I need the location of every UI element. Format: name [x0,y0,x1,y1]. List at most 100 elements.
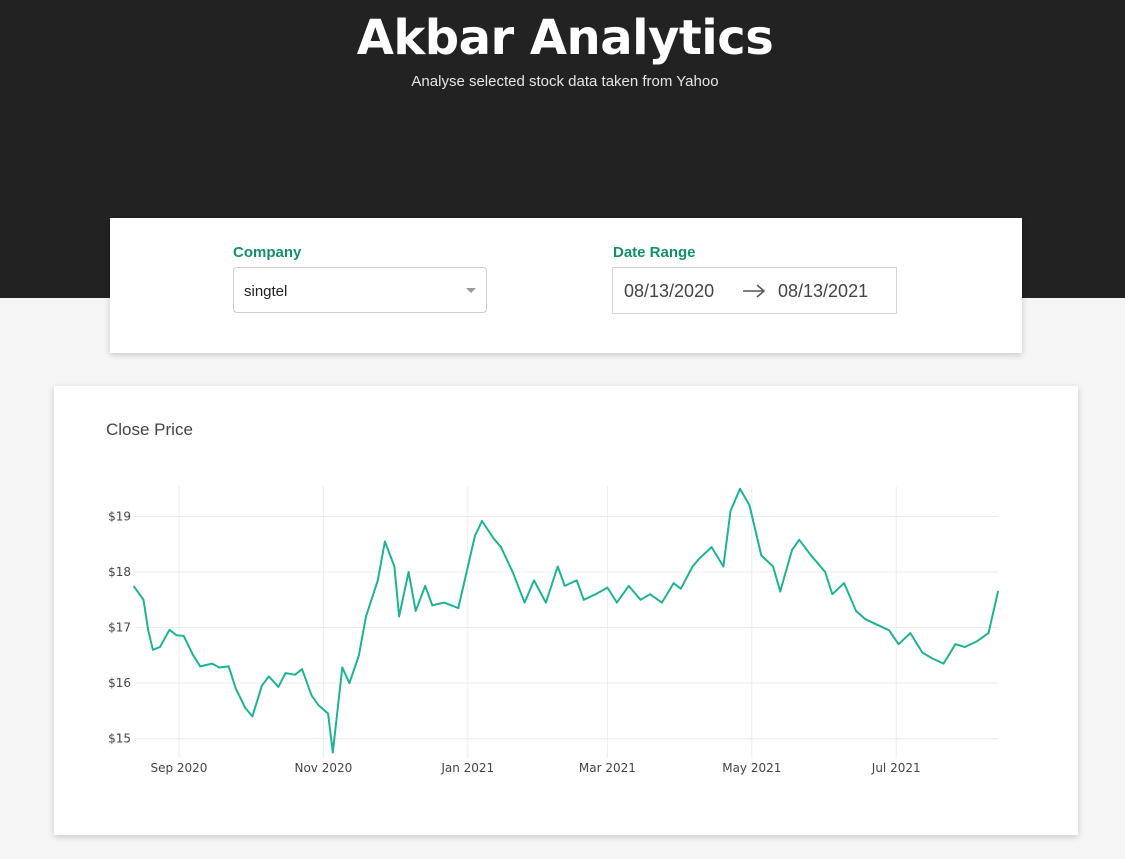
data-point [331,751,334,754]
data-point [182,634,185,637]
company-dropdown[interactable]: singtel [233,267,487,313]
data-point [544,601,547,604]
data-point [384,540,386,543]
data-point [398,615,401,618]
chevron-down-icon[interactable] [466,288,476,293]
x-tick-label: Nov 2020 [294,761,352,775]
date-range-picker: 08/13/2020 08/13/2021 [612,267,897,314]
data-point [679,587,682,590]
data-point [227,665,230,668]
data-point [779,590,782,593]
data-point [523,601,526,604]
data-point [168,628,171,631]
data-point [365,615,367,618]
chart-title: Close Price [106,420,193,439]
company-label: Company [233,244,302,261]
data-point [660,601,663,604]
data-point [739,487,741,490]
data-point [824,571,827,573]
data-point [251,715,254,718]
data-point [317,704,320,707]
data-point [843,582,846,585]
data-point [649,593,651,596]
arrow-right-icon [743,284,766,298]
x-tick-label: Sep 2020 [150,761,207,775]
start-date-input[interactable]: 08/13/2020 [624,281,715,301]
data-point [199,665,202,668]
data-point [341,666,344,669]
data-point [672,582,675,585]
y-tick-label: $18 [108,565,131,579]
data-point [357,654,360,657]
data-point [729,510,732,512]
date-range-label: Date Range [613,244,696,261]
data-point [424,585,427,587]
data-point [473,535,476,537]
data-point [963,646,966,648]
data-point [798,538,801,541]
data-point [855,609,857,612]
end-date-input[interactable]: 08/13/2021 [778,281,869,301]
company-selected-value: singtel [244,283,288,300]
close-price-line [133,487,999,754]
y-tick-label: $16 [108,676,131,690]
data-point [133,585,135,588]
data-point [443,601,445,604]
data-point [152,648,154,651]
data-point [760,554,763,557]
data-point [234,687,237,690]
data-point [888,629,891,632]
data-point [909,632,912,635]
data-point [175,634,178,637]
data-point [244,707,247,709]
data-point [511,571,514,573]
x-tick-label: Jan 2021 [440,761,494,775]
data-point [457,607,460,610]
data-point [575,579,578,582]
data-point [897,643,900,646]
data-point [772,565,775,568]
filter-panel: Company singtel Date Range 08/13/2020 08… [110,218,1022,353]
data-point [691,565,694,568]
data-point [556,565,559,568]
data-point [831,593,834,596]
x-tick-label: May 2021 [722,761,781,775]
data-point [147,629,150,632]
data-point [921,651,924,654]
data-point [142,598,145,601]
close-price-chart[interactable]: $15 $16 $17 $18 $19 Sep 2020 Nov 2020 Jan 2021 M… [54,386,1078,835]
data-point [393,565,396,568]
data-point [431,604,434,607]
data-point [606,586,609,589]
data-point [563,585,566,587]
data-point [864,618,867,621]
data-point [876,623,879,626]
data-point [582,598,585,601]
data-point [294,673,296,676]
data-point [698,557,701,560]
y-tick-label: $17 [108,621,131,635]
data-point [376,579,379,582]
data-point [810,554,812,557]
y-tick-label: $15 [108,732,131,746]
data-point [481,520,483,522]
data-point [639,598,642,601]
data-point [159,646,161,648]
data-point [627,585,630,587]
close-price-chart-card: Close Price $15 $16 $17 $18 $19 Sep 2020 Nov 2… [54,386,1078,835]
y-tick-label: $19 [108,510,131,524]
data-point [533,579,535,582]
data-point [615,601,618,604]
data-point [407,571,410,573]
data-point [192,654,195,657]
x-tick-label: Mar 2021 [579,761,636,775]
data-point [710,546,713,548]
data-point [211,662,214,665]
app-subtitle: Analyse selected stock data taken from Y… [411,73,719,90]
data-point [997,590,999,593]
data-point [218,666,221,669]
data-point [277,686,280,688]
data-point [348,682,351,684]
data-point [327,712,330,715]
data-point [942,662,945,665]
